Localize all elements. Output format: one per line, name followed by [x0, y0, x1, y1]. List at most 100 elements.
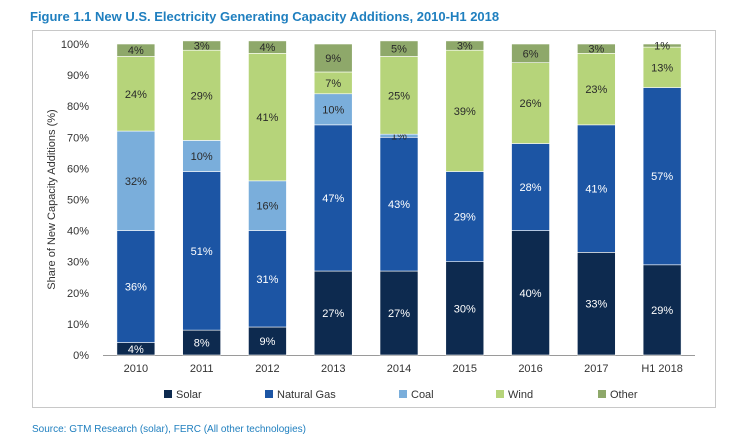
legend-label: Solar: [176, 389, 202, 401]
data-label: 5%: [391, 44, 407, 56]
data-label: 32%: [125, 176, 147, 188]
bar-segment: [313, 124, 353, 272]
y-tick-label: 20%: [67, 288, 89, 300]
data-label: 3%: [194, 41, 210, 53]
y-tick-label: 30%: [67, 257, 89, 269]
chart-frame: [32, 30, 716, 408]
data-label: 31%: [256, 274, 278, 286]
y-tick-label: 100%: [61, 39, 89, 51]
legend-label: Natural Gas: [277, 389, 336, 401]
data-label: 47%: [322, 193, 344, 205]
bar-segment: [511, 143, 550, 231]
bar-segment: [313, 93, 353, 126]
data-label: 3%: [457, 41, 473, 53]
data-label: 43%: [388, 199, 410, 211]
y-tick-label: 10%: [67, 319, 89, 331]
bar-segment: [511, 43, 550, 63]
legend-label: Coal: [411, 389, 434, 401]
data-label: 10%: [322, 104, 344, 116]
bar-segment: [511, 230, 550, 356]
data-label: 25%: [388, 90, 410, 102]
bar-segment: [182, 40, 221, 51]
legend-swatch: [496, 390, 504, 398]
bar-segment: [445, 49, 485, 172]
bar-segment: [445, 171, 485, 262]
data-label: 51%: [191, 246, 213, 258]
bar-segment: [248, 53, 287, 182]
bar-segment: [642, 46, 682, 88]
data-label: 40%: [520, 288, 542, 300]
bar-segment: [116, 43, 156, 57]
legend-swatch: [164, 390, 172, 398]
y-tick-label: 60%: [67, 163, 89, 175]
bar-segment: [116, 130, 156, 231]
bar-segment: [642, 264, 682, 356]
bar-segment: [182, 140, 221, 172]
data-label: 4%: [259, 42, 275, 54]
data-label: 9%: [325, 53, 341, 65]
bar-segment: [182, 49, 221, 141]
figure-title: Figure 1.1 New U.S. Electricity Generati…: [30, 9, 500, 24]
bar-segment: [577, 53, 616, 126]
x-tick-label: 2012: [255, 363, 279, 375]
legend-swatch: [399, 390, 407, 398]
x-tick-label: 2015: [453, 363, 477, 375]
data-label: 33%: [585, 299, 607, 311]
x-tick-label: 2016: [518, 363, 542, 375]
data-label: 4%: [128, 45, 144, 57]
data-label: 4%: [128, 344, 144, 356]
data-label: 29%: [191, 90, 213, 102]
x-tick-label: 2014: [387, 363, 411, 375]
data-label: 23%: [585, 84, 607, 96]
x-tick-label: 2010: [124, 363, 148, 375]
legend-label: Other: [610, 389, 638, 401]
data-label: 13%: [651, 62, 673, 74]
bar-segment: [248, 230, 287, 328]
bar-segment: [248, 180, 287, 231]
data-label: 39%: [454, 106, 476, 118]
y-tick-label: 90%: [67, 70, 89, 82]
bar-segment: [379, 137, 419, 272]
bar-segment: [642, 87, 682, 266]
bar-segment: [379, 40, 419, 57]
data-label: 16%: [256, 201, 278, 213]
data-label: 27%: [388, 308, 410, 320]
bar-segment: [313, 270, 353, 356]
y-tick-label: 0%: [73, 350, 89, 362]
bar-segment: [182, 329, 221, 356]
data-label: 29%: [651, 305, 673, 317]
x-tick-label: 2011: [190, 363, 214, 375]
data-label: 8%: [194, 338, 210, 350]
y-tick-label: 50%: [67, 195, 89, 207]
data-label: 36%: [125, 282, 147, 294]
data-label: 26%: [520, 98, 542, 110]
data-label: 10%: [191, 151, 213, 163]
bar-segment: [445, 261, 485, 356]
data-label: 41%: [585, 184, 607, 196]
bar-segment: [379, 56, 419, 135]
data-label: 57%: [651, 171, 673, 183]
y-tick-label: 40%: [67, 226, 89, 238]
bar-segment: [577, 43, 616, 54]
data-label: 28%: [520, 182, 542, 194]
bar-segment: [577, 252, 616, 356]
source-note: Source: GTM Research (solar), FERC (All …: [32, 424, 306, 435]
bar-segment: [642, 43, 682, 48]
bar-segment: [313, 43, 353, 73]
y-axis-title: Share of New Capacity Additions (%): [46, 109, 58, 289]
data-label: 7%: [325, 78, 341, 90]
data-label: 9%: [259, 336, 275, 348]
data-label: 3%: [588, 44, 604, 56]
legend-label: Wind: [508, 389, 533, 401]
bar-segment: [445, 40, 485, 51]
data-label: 41%: [256, 112, 278, 124]
legend-swatch: [265, 390, 273, 398]
bar-segment: [248, 40, 287, 54]
data-label: 1%: [654, 41, 670, 53]
data-label: 30%: [454, 303, 476, 315]
bar-segment: [379, 270, 419, 356]
data-label: 27%: [322, 308, 344, 320]
x-tick-label: 2013: [321, 363, 345, 375]
